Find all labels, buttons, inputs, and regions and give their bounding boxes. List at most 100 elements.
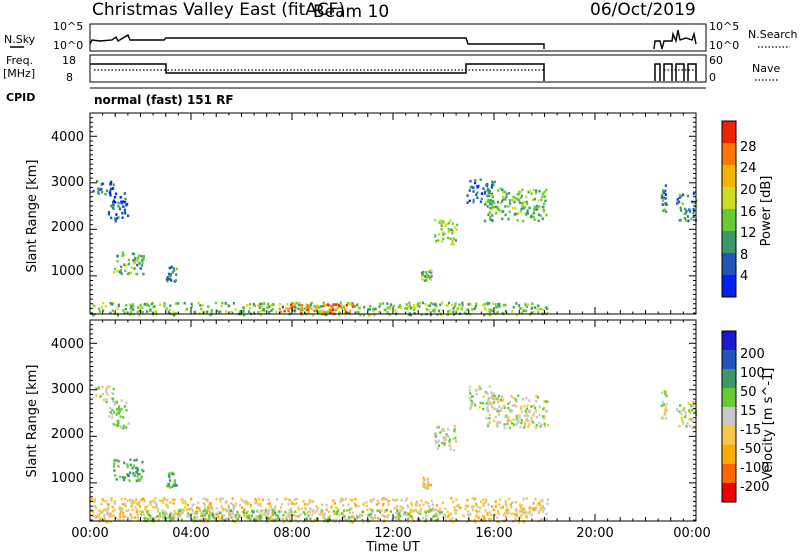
data-cell	[396, 510, 399, 514]
data-cell	[444, 507, 447, 511]
data-cell	[173, 479, 176, 482]
data-cell	[172, 269, 176, 272]
data-cell	[529, 506, 532, 509]
data-cell	[168, 278, 171, 281]
nave-tick-low: 0	[709, 71, 716, 84]
data-cell	[133, 258, 137, 262]
data-cell	[102, 301, 105, 305]
data-cell	[489, 518, 493, 522]
data-cell	[137, 254, 141, 257]
data-cell	[368, 308, 371, 311]
data-cell	[448, 440, 451, 443]
data-cell	[441, 220, 444, 223]
data-cell	[105, 189, 108, 193]
data-cell	[92, 510, 95, 513]
power-colorbar-segment	[722, 165, 736, 187]
data-cell	[349, 498, 352, 502]
data-cell	[428, 483, 431, 487]
data-cell	[266, 514, 269, 518]
data-cell	[184, 500, 187, 503]
data-cell	[124, 307, 127, 311]
data-cell	[460, 307, 463, 311]
data-cell	[531, 213, 535, 216]
data-cell	[437, 239, 440, 242]
data-cell	[424, 303, 427, 306]
data-cell	[514, 207, 517, 210]
data-cell	[507, 406, 510, 410]
data-cell	[288, 514, 291, 517]
vel-cbar-tick-neg15: -15	[740, 423, 761, 438]
data-cell	[440, 227, 443, 231]
data-cell	[331, 519, 334, 522]
data-cell	[143, 500, 146, 503]
data-cell	[665, 402, 668, 406]
data-cell	[121, 503, 125, 506]
data-cell	[157, 507, 160, 511]
data-cell	[172, 502, 175, 505]
data-cell	[99, 517, 102, 520]
data-cell	[519, 426, 522, 429]
data-cell	[307, 311, 310, 314]
data-cell	[521, 397, 524, 401]
data-cell	[509, 202, 512, 205]
data-cell	[452, 307, 455, 310]
data-cell	[105, 520, 108, 524]
data-cell	[686, 194, 690, 198]
data-cell	[420, 499, 423, 503]
data-cell	[471, 308, 474, 311]
velocity-panel: Slant Range [km] 1000 2000 3000 4000 200…	[25, 319, 776, 524]
data-cell	[683, 406, 686, 410]
data-cell	[486, 406, 489, 409]
nsky-frame	[89, 23, 707, 52]
data-cell	[118, 405, 121, 408]
data-cell	[409, 313, 412, 317]
data-cell	[190, 497, 193, 501]
data-cell	[328, 308, 331, 311]
cpid-text: normal (fast) 151 RF	[94, 93, 234, 107]
data-cell	[541, 192, 544, 196]
data-cell	[267, 302, 270, 306]
data-cell	[415, 500, 418, 503]
data-cell	[215, 309, 219, 313]
data-cell	[431, 309, 434, 312]
data-cell	[105, 388, 108, 391]
data-cell	[335, 506, 338, 510]
data-cell	[388, 307, 391, 311]
data-cell	[209, 506, 212, 510]
data-cell	[233, 520, 236, 523]
data-cell	[422, 503, 425, 506]
power-colorbar-segment	[722, 209, 736, 231]
data-cell	[261, 510, 264, 513]
data-cell	[389, 305, 392, 309]
data-cell	[214, 518, 217, 521]
data-cell	[447, 427, 450, 431]
data-cell	[527, 511, 530, 515]
data-cell	[461, 301, 464, 305]
power-ytick-1000: 1000	[51, 264, 84, 279]
data-cell	[543, 195, 547, 199]
data-cell	[201, 514, 204, 517]
data-cell	[123, 200, 127, 204]
data-cell	[456, 223, 459, 227]
data-cell	[160, 499, 163, 503]
data-cell	[134, 505, 137, 509]
data-cell	[327, 517, 330, 520]
data-cell	[505, 504, 508, 508]
data-cell	[115, 400, 118, 404]
data-cell	[219, 310, 222, 313]
data-cell	[688, 417, 691, 421]
data-cell	[133, 516, 136, 519]
data-cell	[173, 280, 176, 283]
data-cell	[197, 501, 200, 505]
data-cell	[520, 410, 524, 414]
data-cell	[208, 514, 211, 517]
velocity-colorbar-segment	[722, 350, 736, 369]
data-cell	[440, 240, 444, 243]
data-cell	[181, 498, 184, 502]
data-cell	[478, 405, 481, 409]
data-cell	[453, 508, 456, 512]
data-cell	[443, 515, 446, 518]
data-cell	[266, 520, 269, 524]
data-cell	[184, 506, 187, 509]
data-cell	[452, 230, 455, 234]
